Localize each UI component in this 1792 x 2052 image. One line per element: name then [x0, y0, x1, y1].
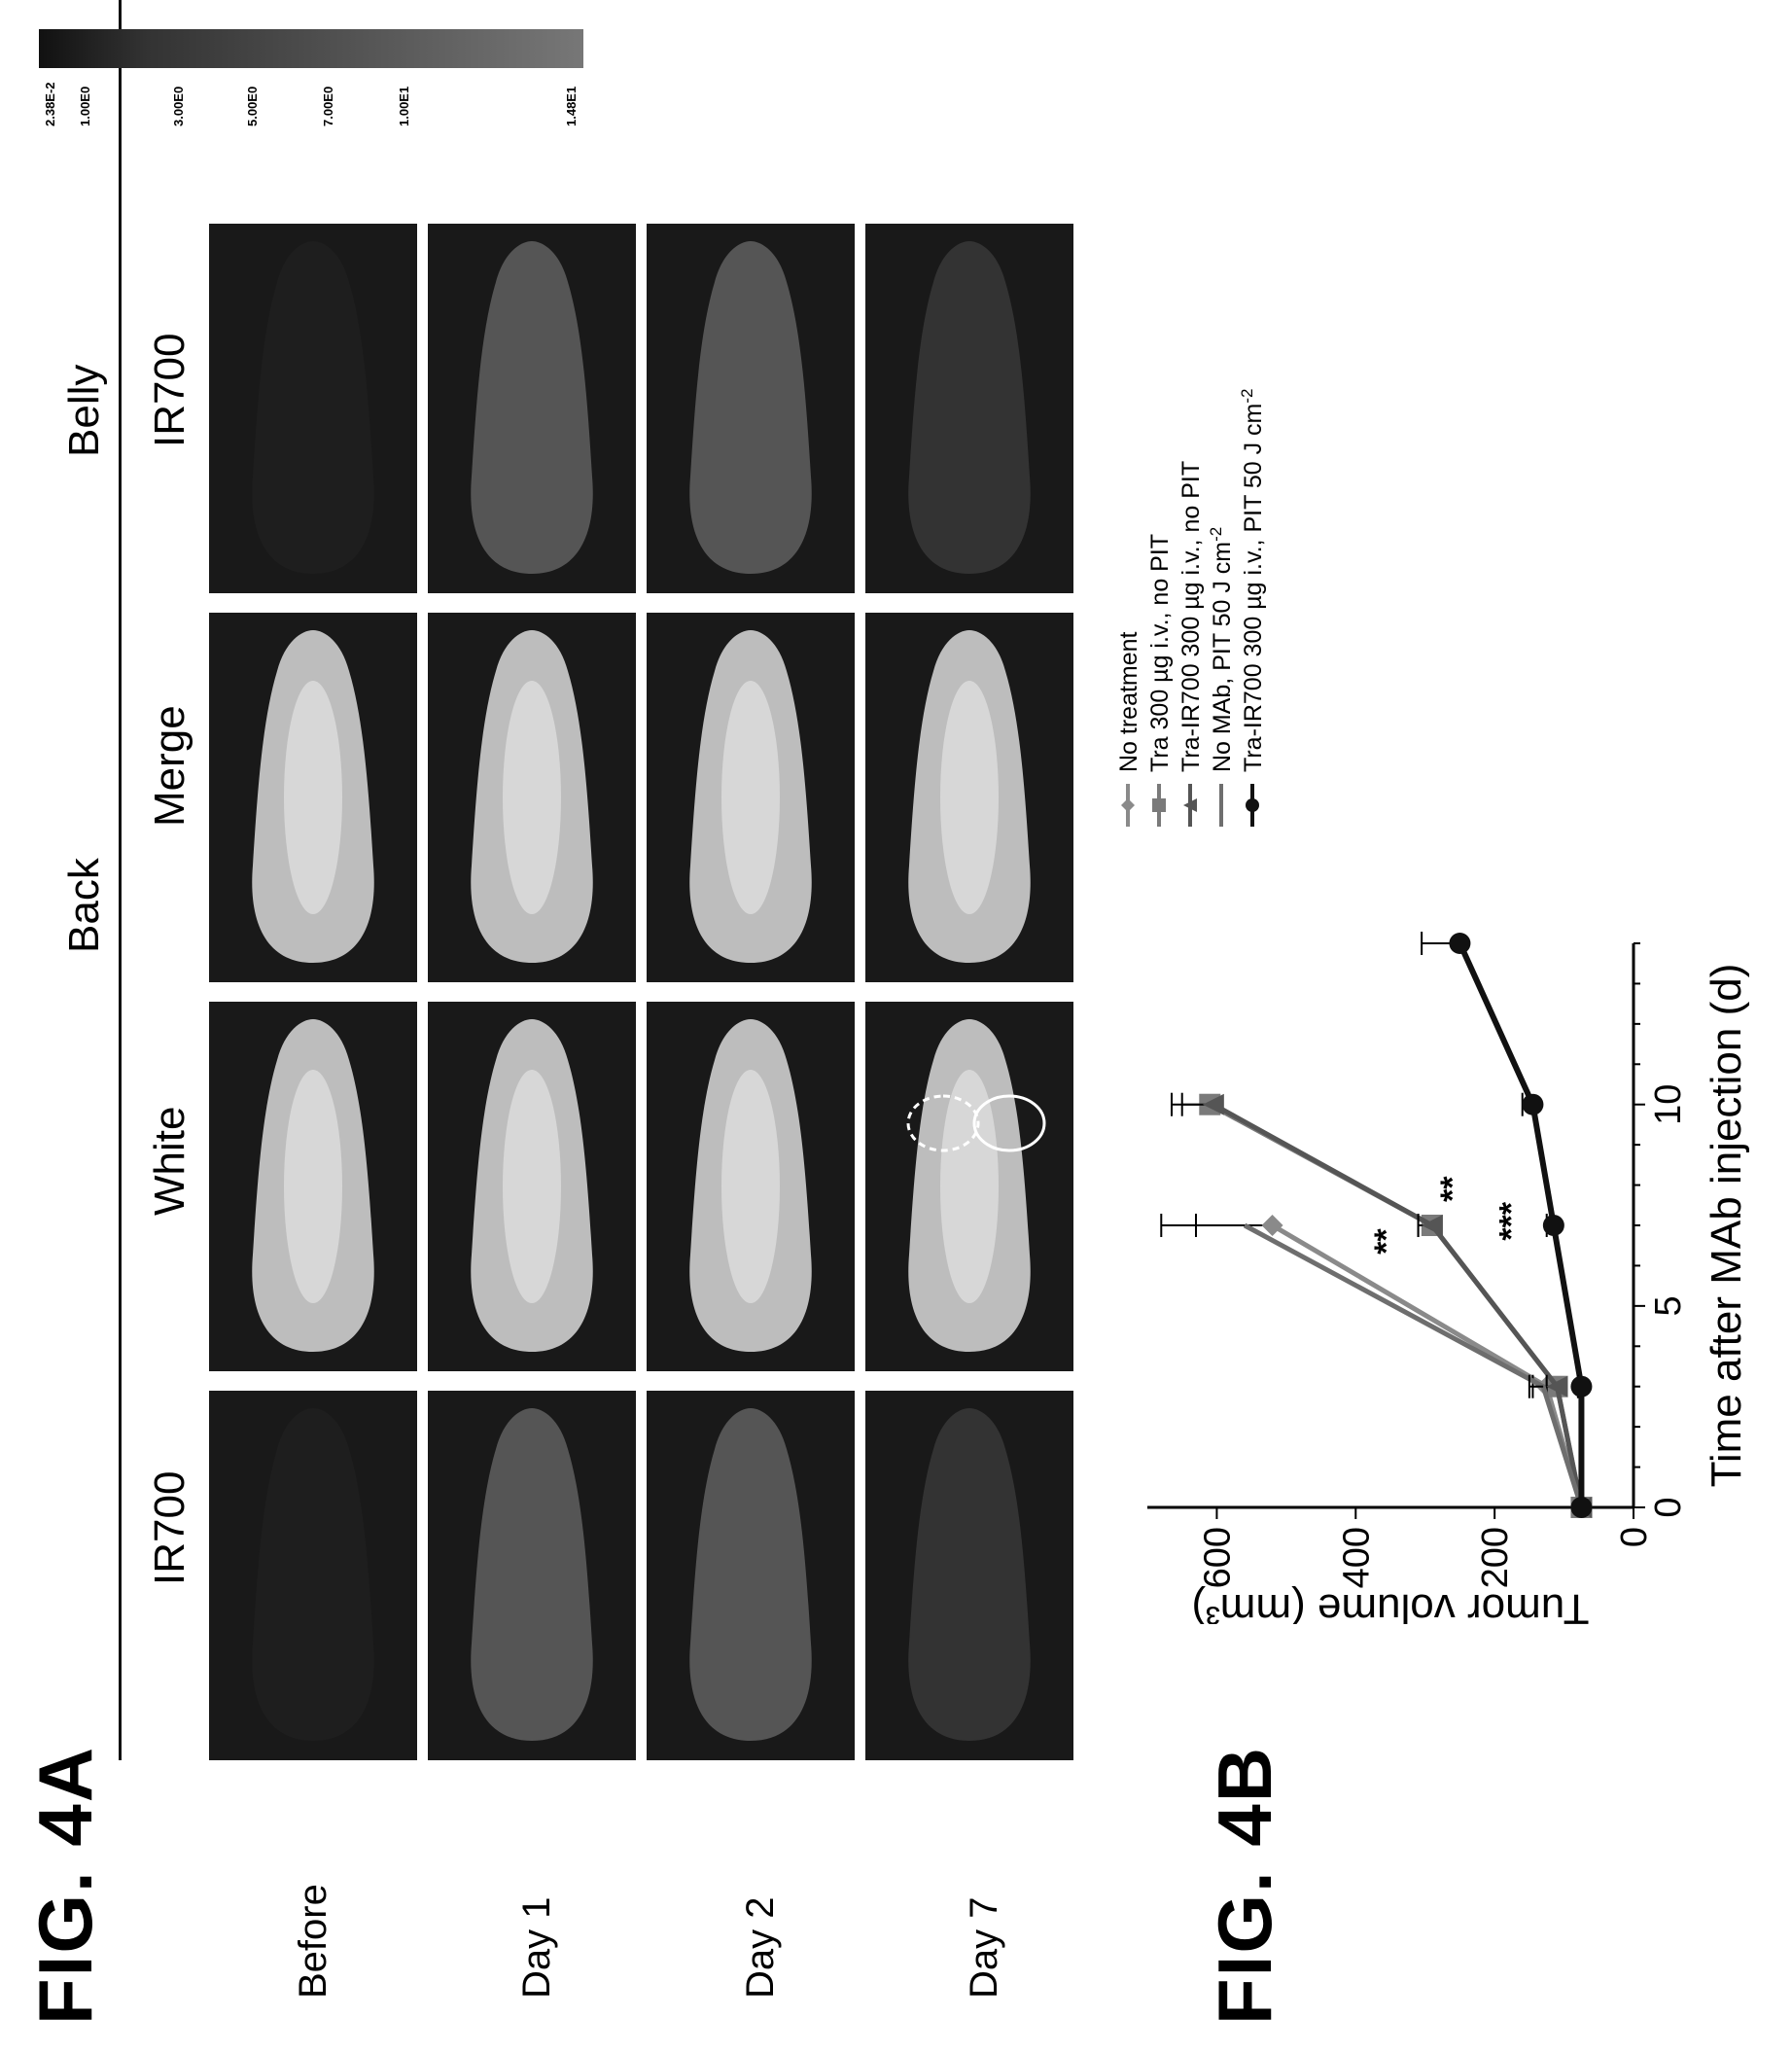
data-point	[1542, 1215, 1564, 1236]
colorbar: 1.48E1 1.00E1 7.00E0 5.00E0 3.00E0 1.00E…	[39, 0, 622, 146]
colorbar-svg	[39, 29, 583, 68]
legend-entry-2: Tra-IR700 300 µg i.v., no PIT	[1177, 461, 1205, 772]
mouse-image	[471, 1408, 593, 1741]
panel-day2-back-merge	[647, 613, 855, 982]
panel-before-belly-ir700	[209, 224, 417, 593]
panel-day2-back-ir700	[647, 1391, 855, 1760]
mouse-image	[471, 1019, 593, 1352]
mouse-image	[252, 630, 374, 963]
colorbar-tick-0: 1.48E1	[564, 86, 579, 126]
y-tick-label: 600	[1197, 1527, 1238, 1588]
x-tick-label: 10	[1648, 1084, 1689, 1125]
mouse-image	[908, 630, 1031, 963]
legend-entry-3: No MAb, PIT 50 J cm-2	[1207, 527, 1236, 772]
significance-mark: **	[1368, 1228, 1405, 1255]
colorbar-gradient	[39, 29, 583, 68]
mouse-image	[908, 1408, 1031, 1741]
panel-day1-back-ir700	[428, 1391, 636, 1760]
legend-marker	[1246, 798, 1259, 812]
mouse-image	[471, 241, 593, 574]
panel-before-back-white	[209, 1002, 417, 1371]
column-merge: Merge	[146, 705, 193, 827]
significance-mark: ***	[1493, 1201, 1530, 1240]
colorbar-tick-1: 1.00E1	[397, 86, 411, 126]
colorbar-tick-2: 7.00E0	[321, 86, 335, 126]
colorbar-tick-6: 2.38E-2	[43, 82, 57, 126]
figure-4b-label: FIG. 4B	[1202, 1745, 1287, 2025]
tumor-outline-dashed	[906, 1094, 980, 1152]
significance-mark: **	[1434, 1176, 1471, 1202]
panel-before-back-merge	[209, 613, 417, 982]
panel-day2-back-white	[647, 1002, 855, 1371]
header-back: Back	[60, 858, 108, 953]
series-line-3	[1243, 1222, 1584, 1508]
row-label-day7: Day 7	[963, 1896, 1005, 1999]
colorbar-tick-3: 5.00E0	[245, 86, 260, 126]
mouse-image	[908, 241, 1031, 574]
header-belly: Belly	[60, 364, 108, 457]
data-point	[1449, 933, 1471, 954]
series-line-2	[1212, 1102, 1584, 1508]
row-label-before: Before	[292, 1884, 334, 1999]
row-label-day1: Day 1	[515, 1896, 558, 1999]
data-point	[1570, 1375, 1593, 1397]
tumor-outline-solid	[972, 1094, 1046, 1152]
tumor-volume-chart: 0 5 10 0 200 400 600 Time after MAb injection (…	[1115, 389, 1750, 1624]
data-point	[1202, 1093, 1224, 1115]
colorbar-tick-5: 1.00E0	[78, 86, 92, 126]
legend-marker	[1121, 798, 1135, 812]
panel-day1-back-white	[428, 1002, 636, 1371]
data-point	[1522, 1093, 1544, 1115]
column-ir700-belly: IR700	[146, 333, 193, 447]
mouse-image	[252, 241, 374, 574]
mouse-image	[689, 630, 812, 963]
colorbar-tick-4: 3.00E0	[171, 86, 186, 126]
legend-entry-4: Tra-IR700 300 µg i.v., PIT 50 J cm-2	[1238, 389, 1267, 772]
mouse-image	[252, 1408, 374, 1741]
x-tick-label: 5	[1648, 1295, 1689, 1316]
y-tick-label: 200	[1475, 1527, 1516, 1588]
data-point	[1570, 1497, 1593, 1518]
mouse-image	[689, 1019, 812, 1352]
data-point	[1421, 1215, 1443, 1236]
data-point	[1546, 1375, 1568, 1397]
panel-before-back-ir700	[209, 1391, 417, 1760]
panel-day1-belly-ir700	[428, 224, 636, 593]
panel-day7-back-white	[865, 1002, 1073, 1371]
panel-day7-belly-ir700	[865, 224, 1073, 593]
panel-day7-back-ir700	[865, 1391, 1073, 1760]
mouse-image	[689, 241, 812, 574]
mouse-image	[906, 1019, 1046, 1352]
column-white: White	[146, 1106, 193, 1216]
row-label-day2: Day 2	[739, 1896, 782, 1999]
mouse-image	[689, 1408, 812, 1741]
x-axis-label: Time after MAb injection (d)	[1703, 964, 1750, 1488]
y-tick-label: 0	[1614, 1527, 1655, 1547]
mouse-image	[252, 1019, 374, 1352]
panel-day7-back-merge	[865, 613, 1073, 982]
legend-marker	[1152, 798, 1166, 812]
legend-entry-1: Tra 300 µg i.v., no PIT	[1146, 534, 1174, 772]
legend-marker	[1183, 798, 1197, 812]
y-axis-label: Tumor volume (mm³)	[1191, 1585, 1589, 1624]
data-point	[1261, 1215, 1283, 1236]
legend-entry-0: No treatment	[1115, 631, 1142, 772]
column-ir700-back: IR700	[146, 1470, 193, 1585]
panel-day2-belly-ir700	[647, 224, 855, 593]
panel-day1-back-merge	[428, 613, 636, 982]
mouse-image	[471, 630, 593, 963]
y-tick-label: 400	[1336, 1527, 1377, 1588]
figure-4a-label: FIG. 4A	[22, 1745, 108, 2025]
x-tick-label: 0	[1648, 1497, 1689, 1517]
